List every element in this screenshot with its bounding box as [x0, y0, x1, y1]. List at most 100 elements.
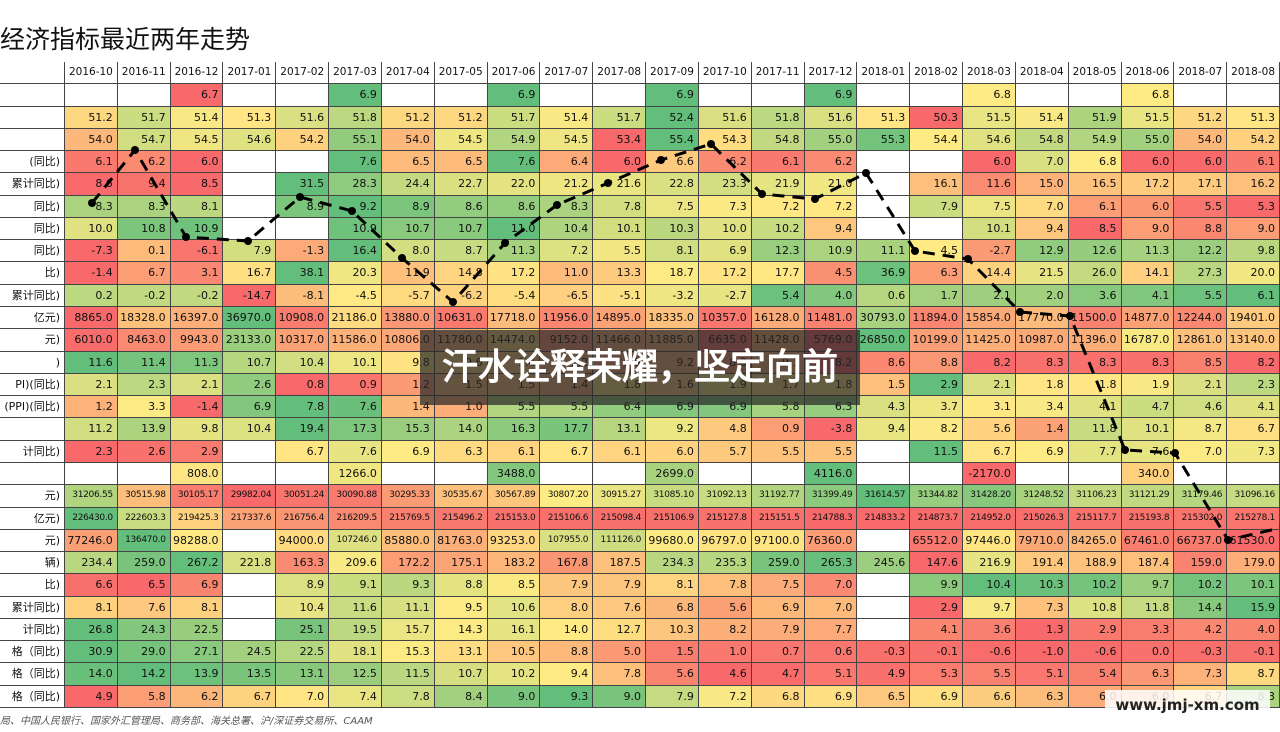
value-cell: 215026.3 [1015, 507, 1069, 530]
value-cell: 6.1 [65, 151, 118, 174]
value-cell: 7.6 [487, 151, 541, 174]
value-cell: 214873.7 [910, 507, 964, 530]
value-cell: 7.3 [1015, 596, 1069, 619]
value-cell: 54.0 [65, 128, 118, 152]
value-cell: 6.7 [117, 262, 171, 285]
value-cell: 11.6 [65, 351, 118, 374]
value-cell: 5.8 [117, 685, 171, 708]
column-header: 2017-09 [646, 62, 699, 85]
empty-cell [751, 462, 805, 486]
value-cell: 98288.0 [170, 529, 224, 553]
value-cell: 23133.0 [223, 329, 277, 352]
value-cell: 19.4 [276, 418, 330, 441]
value-cell: 8.2 [1227, 351, 1280, 374]
value-cell: 1.3 [1015, 618, 1069, 642]
value-cell: 0.9 [751, 418, 805, 441]
value-cell: 235.3 [698, 552, 752, 575]
value-cell: 6.8 [751, 685, 805, 708]
value-cell: -5.7 [381, 284, 435, 308]
value-cell: 10.6 [487, 596, 541, 619]
value-cell: 31206.55 [65, 485, 118, 508]
empty-cell [1227, 84, 1280, 107]
value-cell: 6.3 [1015, 685, 1069, 708]
value-cell: 10.1 [329, 351, 382, 374]
value-cell: 51.8 [751, 106, 805, 129]
value-cell: 10.3 [646, 217, 699, 241]
value-cell: 55.1 [329, 128, 382, 152]
value-cell: 8.3 [540, 195, 594, 218]
value-cell: 6.7 [276, 440, 330, 463]
value-cell: 7.3 [698, 195, 752, 218]
value-cell: 259.0 [117, 552, 171, 575]
column-header: 2018-07 [1174, 62, 1228, 85]
value-cell: 54.5 [540, 128, 594, 152]
value-cell: 16.7 [223, 262, 277, 285]
value-cell: 23.3 [698, 173, 752, 196]
value-cell: 1.9 [1121, 373, 1175, 397]
column-header: 2017-04 [381, 62, 435, 85]
value-cell: 54.6 [963, 128, 1016, 152]
value-cell: 8.7 [1227, 663, 1280, 686]
value-cell: 4.5 [804, 262, 858, 285]
value-cell: 7.3 [1227, 440, 1280, 463]
value-cell: 7.2 [698, 685, 752, 708]
value-cell: 10.2 [751, 217, 805, 241]
value-cell: 8.1 [170, 596, 224, 619]
value-cell: 215193.8 [1121, 507, 1175, 530]
value-cell: 8.6 [65, 173, 118, 196]
value-cell: 21.0 [804, 173, 858, 196]
empty-cell [223, 84, 277, 107]
value-cell: 6.9 [646, 84, 699, 107]
value-cell: 11.3 [1121, 240, 1175, 263]
value-cell: 209.6 [329, 552, 382, 575]
value-cell: 11.5 [381, 663, 435, 686]
value-cell: 6.1 [1068, 195, 1122, 218]
value-cell: 4116.0 [804, 462, 858, 486]
value-cell: -6.5 [540, 284, 594, 308]
value-cell: 51.6 [804, 106, 858, 129]
value-cell: 6.1 [1227, 284, 1280, 308]
empty-cell [381, 462, 435, 486]
value-cell: 24.5 [223, 641, 277, 664]
empty-cell [1015, 84, 1069, 107]
value-cell: 215098.4 [593, 507, 647, 530]
value-cell: 2.9 [910, 373, 964, 397]
value-cell: 216209.5 [329, 507, 382, 530]
value-cell: 11396.0 [1068, 329, 1122, 352]
value-cell: 65512.0 [910, 529, 964, 553]
value-cell: 14877.0 [1121, 307, 1175, 330]
value-cell: 6.0 [963, 151, 1016, 174]
value-cell: 6.1 [751, 151, 805, 174]
value-cell: -0.3 [857, 641, 911, 664]
value-cell: 31096.16 [1227, 485, 1280, 508]
value-cell: 234.3 [646, 552, 699, 575]
value-cell: 4.6 [698, 663, 752, 686]
value-cell: 16.4 [329, 240, 382, 263]
value-cell: 6.0 [646, 440, 699, 463]
value-cell: 54.9 [1068, 128, 1122, 152]
value-cell: 3.1 [963, 396, 1016, 419]
row-label: 同比) [0, 195, 65, 218]
value-cell: 30515.98 [117, 485, 171, 508]
value-cell: 8.8 [434, 574, 488, 597]
value-cell: 15.7 [381, 618, 435, 642]
value-cell: 183.2 [487, 552, 541, 575]
empty-cell [223, 440, 277, 463]
value-cell: 11.2 [65, 418, 118, 441]
value-cell: 8.3 [117, 195, 171, 218]
empty-cell [276, 151, 330, 174]
empty-cell [593, 462, 647, 486]
value-cell: 7.0 [1015, 151, 1069, 174]
value-cell: 12861.0 [1174, 329, 1228, 352]
value-cell: 55.0 [1121, 128, 1175, 152]
value-cell: 26.8 [65, 618, 118, 642]
value-cell: 13.5 [223, 663, 277, 686]
value-cell: 6.9 [170, 574, 224, 597]
value-cell: 36.9 [857, 262, 911, 285]
value-cell: 16397.0 [170, 307, 224, 330]
value-cell: 51.2 [381, 106, 435, 129]
value-cell: 6.5 [117, 574, 171, 597]
value-cell: -3.2 [646, 284, 699, 308]
value-cell: 2.9 [170, 440, 224, 463]
